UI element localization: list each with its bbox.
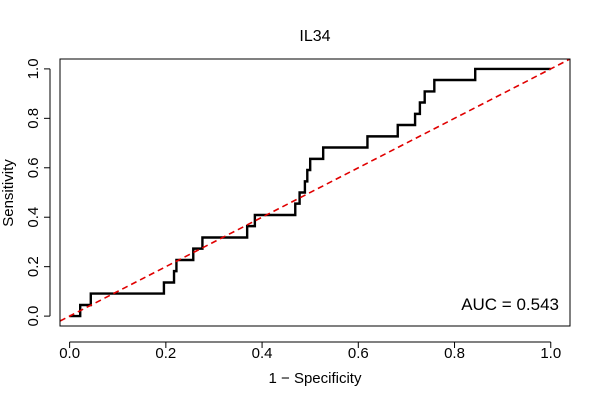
- x-tick-label: 0.0: [59, 345, 80, 362]
- chart-title: IL34: [299, 28, 330, 45]
- x-tick-label: 1.0: [540, 345, 561, 362]
- plot-frame: [59, 58, 571, 327]
- y-axis: 0.0 0.2 0.4 0.6 0.8 1.0: [25, 58, 51, 327]
- auc-annotation: AUC = 0.543: [461, 295, 559, 314]
- y-tick-label: 0.2: [25, 256, 42, 277]
- y-tick-label: 0.8: [25, 108, 42, 129]
- x-axis: 0.0 0.2 0.4 0.6 0.8 1.0: [59, 341, 561, 362]
- x-tick-label: 0.4: [252, 345, 273, 362]
- roc-curve-line: [69, 67, 551, 318]
- x-tick-label: 0.6: [348, 345, 369, 362]
- y-axis-title: Sensitivity: [0, 159, 17, 227]
- x-axis-title: 1 − Specificity: [269, 370, 362, 387]
- y-tick-label: 0.6: [25, 157, 42, 178]
- y-tick-label: 0.0: [25, 306, 42, 327]
- series-layer: [60, 59, 570, 322]
- x-tick-label: 0.2: [155, 345, 176, 362]
- reference-diagonal-line: [60, 59, 570, 322]
- y-tick-label: 1.0: [25, 58, 42, 79]
- y-tick-label: 0.4: [25, 207, 42, 228]
- x-tick-label: 0.8: [444, 345, 465, 362]
